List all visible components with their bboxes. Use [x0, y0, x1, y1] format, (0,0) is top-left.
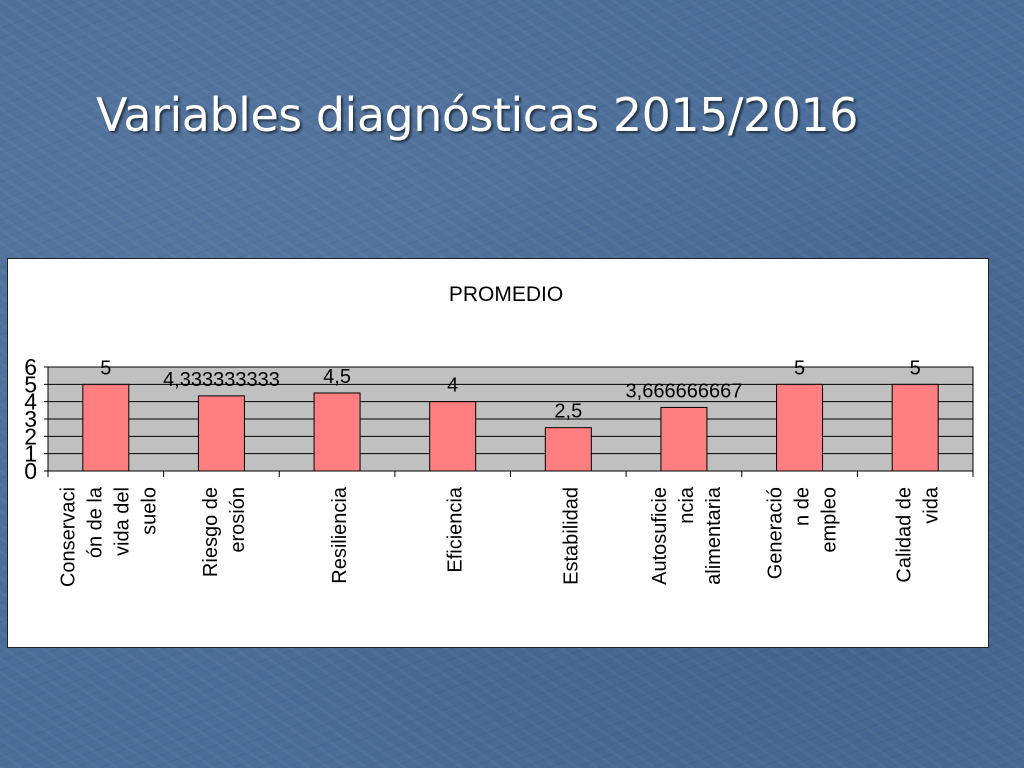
bar — [891, 383, 939, 472]
category-label: Calidad de — [894, 487, 916, 583]
data-label: 4,333333333 — [163, 369, 280, 391]
data-label: 5 — [910, 357, 921, 379]
category-label: Autosuficie — [649, 487, 671, 585]
category-label: suelo — [138, 487, 160, 535]
category-label: ón de la — [84, 486, 106, 558]
category-label: alimentaria — [703, 486, 725, 585]
category-label: n de — [792, 487, 814, 526]
category-label: Conservaci — [57, 487, 79, 587]
bar — [544, 427, 592, 472]
data-label: 4,5 — [323, 366, 351, 388]
category-label: vida — [921, 486, 943, 524]
data-label: 2,5 — [554, 401, 582, 423]
data-label: 4 — [447, 375, 458, 397]
category-label: empleo — [819, 487, 841, 553]
bar — [197, 395, 245, 472]
y-tick-label: 2 — [24, 423, 37, 449]
y-tick-label: 3 — [24, 406, 37, 432]
y-tick-label: 0 — [24, 458, 37, 484]
category-label: erosión — [227, 487, 249, 553]
bar — [82, 383, 130, 472]
chart-container: PROMEDIO 0 1 2 3 4 5 6 5 Conservaci ón de la vida … — [7, 258, 989, 648]
y-tick-label: 1 — [24, 441, 37, 467]
bar — [313, 392, 361, 472]
y-tick-label: 6 — [24, 354, 37, 380]
data-label: 5 — [100, 357, 111, 379]
bar — [660, 406, 708, 472]
category-label: Riesgo de — [200, 487, 222, 577]
bar — [776, 383, 824, 472]
category-label: Resiliencia — [329, 486, 351, 584]
category-label: Generació — [765, 487, 787, 579]
category-label: vida del — [111, 487, 133, 556]
category-label: ncia — [676, 486, 698, 524]
slide-title: Variables diagnósticas 2015/2016 — [96, 88, 858, 142]
data-label: 5 — [794, 357, 805, 379]
chart-title: PROMEDIO — [449, 283, 563, 306]
bar — [429, 401, 477, 472]
category-label: Eficiencia — [445, 486, 467, 572]
y-tick-label: 5 — [24, 371, 37, 397]
category-label: Estabilidad — [560, 487, 582, 585]
data-label: 3,666666667 — [626, 380, 743, 402]
y-tick-label: 4 — [24, 389, 37, 415]
